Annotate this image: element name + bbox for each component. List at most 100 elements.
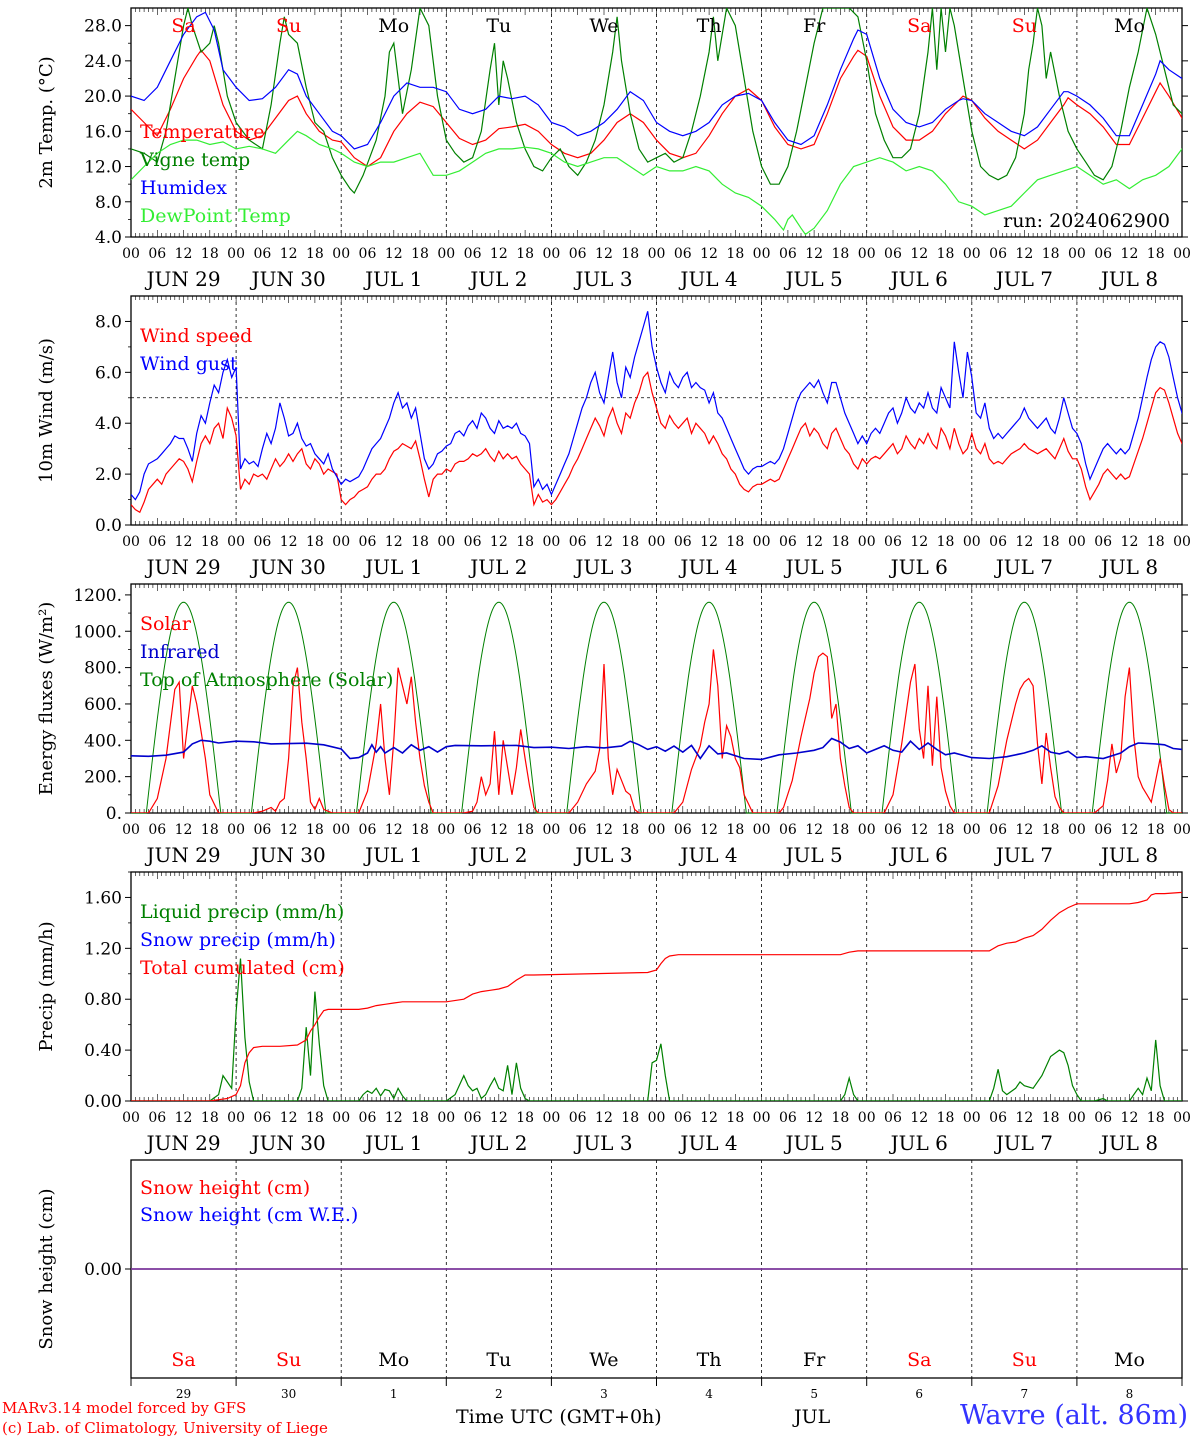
date-label: JUN 30	[250, 267, 326, 291]
panel-3: 0. 200. 400. 600. 800. 1000. 1200. Energy fluxe…	[36, 583, 1191, 867]
date-label: JUL 1	[363, 555, 422, 579]
hour-tick-label: 06	[148, 822, 166, 838]
hour-tick-label: 12	[805, 822, 823, 838]
hour-tick-label: 00	[1173, 534, 1191, 550]
legend-entry: Snow height (cm)	[140, 1177, 310, 1199]
hour-tick-label: 00	[332, 534, 350, 550]
x-axis-title: Time UTC (GMT+0h)	[456, 1406, 662, 1428]
hour-tick-label: 00	[542, 534, 560, 550]
hour-tick-label: 12	[910, 1110, 928, 1126]
hour-tick-label: 06	[1094, 822, 1112, 838]
hour-tick-label: 00	[437, 246, 455, 262]
panel-5: 0.00 Snow height (cm) Snow height (cm) Snow…	[36, 1159, 1188, 1401]
series-line-liquid-precip-mm-h-	[131, 958, 1182, 1101]
date-label: JUL 8	[1099, 1131, 1158, 1155]
hour-tick-label: 00	[332, 822, 350, 838]
hour-tick-label: 18	[516, 1110, 534, 1126]
date-label: JUL 8	[1099, 843, 1158, 867]
hour-tick-label: 12	[1015, 1110, 1033, 1126]
hour-tick-label: 18	[516, 822, 534, 838]
hour-tick-label: 18	[937, 1110, 955, 1126]
y-tick-label: 600.	[84, 695, 122, 715]
hour-tick-label: 12	[700, 1110, 718, 1126]
legend-entry: Liquid precip (mm/h)	[140, 901, 344, 923]
hour-tick-label: 12	[280, 822, 298, 838]
weekday-label: Mo	[378, 1349, 409, 1371]
hour-tick-label: 06	[464, 534, 482, 550]
legend-entry: Wind gust	[140, 353, 238, 375]
hour-tick-label: 12	[805, 534, 823, 550]
hour-tick-label: 00	[122, 822, 140, 838]
hour-tick-label: 12	[175, 1110, 193, 1126]
hour-tick-label: 00	[753, 822, 771, 838]
hour-ticks	[130, 584, 1183, 813]
hour-tick-label: 12	[700, 246, 718, 262]
hour-tick-label: 12	[490, 534, 508, 550]
hour-tick-label: 06	[148, 1110, 166, 1126]
date-label: JUN 29	[144, 555, 220, 579]
hour-tick-label: 00	[1068, 246, 1086, 262]
hour-tick-label: 00	[332, 246, 350, 262]
hour-tick-label: 12	[805, 246, 823, 262]
weekday-label: Su	[1012, 1349, 1037, 1371]
day-number: 7	[1021, 1387, 1029, 1401]
hour-tick-label: 00	[648, 534, 666, 550]
hour-tick-label: 00	[963, 1110, 981, 1126]
hour-tick-label: 06	[884, 534, 902, 550]
date-label: JUN 30	[250, 843, 326, 867]
hour-tick-label: 12	[385, 246, 403, 262]
hour-tick-label: 00	[1173, 1110, 1191, 1126]
legend-entry: Wind speed	[140, 325, 252, 347]
hour-tick-label: 00	[648, 822, 666, 838]
hour-tick-label: 00	[753, 246, 771, 262]
hour-tick-label: 18	[621, 1110, 639, 1126]
hour-tick-label: 12	[1121, 822, 1139, 838]
hour-tick-label: 18	[411, 822, 429, 838]
hour-tick-label: 00	[963, 246, 981, 262]
hour-tick-label: 06	[253, 246, 271, 262]
hour-tick-label: 18	[306, 822, 324, 838]
hour-tick-label: 00	[753, 534, 771, 550]
hour-tick-label: 06	[1094, 534, 1112, 550]
hour-tick-label: 18	[306, 1110, 324, 1126]
weekday-label: Sa	[907, 1349, 931, 1371]
legend-entry: Total cumulated (cm)	[140, 957, 345, 979]
series-line-temperature	[131, 49, 1182, 168]
hour-tick-label: 12	[700, 534, 718, 550]
hour-tick-label: 18	[516, 246, 534, 262]
day-number: 2	[495, 1387, 503, 1401]
y-tick-label: 1000.	[73, 622, 122, 642]
series-line-infrared	[131, 737, 1182, 761]
hour-tick-label: 18	[1147, 534, 1165, 550]
hour-tick-label: 00	[963, 534, 981, 550]
hour-tick-label: 00	[227, 246, 245, 262]
y-tick-label: 1.20	[84, 939, 122, 959]
day-number: 3	[600, 1387, 608, 1401]
legend-entry: Infrared	[140, 641, 220, 663]
hour-tick-label: 06	[148, 534, 166, 550]
legend-entry: Temperature	[140, 121, 264, 143]
station-label: Wavre (alt. 86m)	[960, 1400, 1188, 1431]
hour-tick-label: 12	[910, 534, 928, 550]
date-label: JUN 29	[144, 1131, 220, 1155]
y-axis-label: 2m Temp. (°C)	[36, 56, 57, 188]
weekday-label: We	[589, 1349, 618, 1371]
y-tick-label: 4.0	[95, 414, 122, 434]
hour-tick-label: 00	[753, 1110, 771, 1126]
hour-tick-label: 18	[726, 1110, 744, 1126]
weekday-label: Sa	[171, 15, 195, 37]
y-tick-label: 0.00	[84, 1260, 122, 1280]
y-axis-label: Precip (mm/h)	[36, 921, 57, 1051]
hour-tick-label: 06	[884, 246, 902, 262]
hour-tick-label: 18	[1147, 822, 1165, 838]
hour-tick-label: 06	[884, 1110, 902, 1126]
hour-tick-label: 18	[726, 822, 744, 838]
date-label: JUL 3	[573, 267, 632, 291]
hour-tick-label: 18	[621, 246, 639, 262]
date-label: JUL 4	[678, 843, 737, 867]
hour-tick-label: 06	[779, 1110, 797, 1126]
hour-tick-label: 18	[937, 534, 955, 550]
series-line-humidex	[131, 11, 1182, 150]
hour-tick-label: 12	[595, 1110, 613, 1126]
